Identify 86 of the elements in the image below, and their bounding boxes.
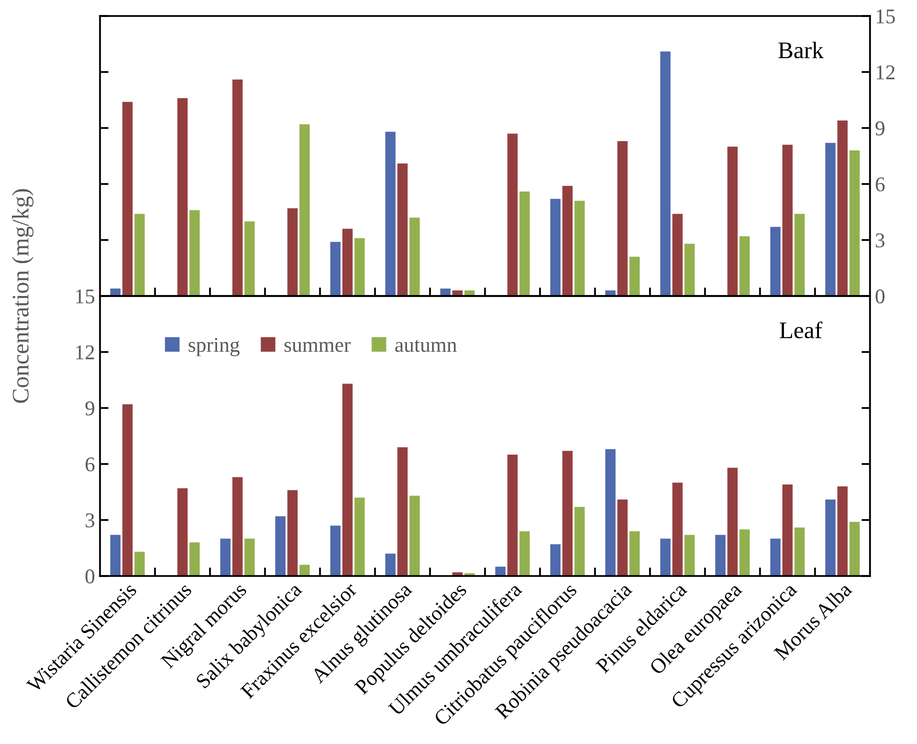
bar	[299, 124, 310, 296]
bar	[385, 554, 396, 576]
bar	[739, 236, 750, 296]
bar	[134, 552, 145, 576]
bar	[232, 79, 243, 296]
bar	[354, 238, 365, 296]
bar	[562, 450, 573, 576]
y-tick-label: 15	[876, 9, 895, 24]
y-tick-label: 12	[76, 345, 94, 360]
bar	[727, 468, 738, 576]
bar	[507, 134, 518, 296]
bar	[794, 527, 805, 576]
bar	[617, 499, 628, 576]
bar	[189, 210, 200, 296]
bar	[397, 447, 408, 576]
bar	[782, 484, 793, 576]
bar	[629, 531, 640, 576]
bar	[385, 132, 396, 296]
y-tick-label: 0	[876, 289, 884, 304]
bar	[287, 208, 298, 296]
bar	[739, 529, 750, 576]
bar	[409, 496, 420, 576]
bar	[727, 146, 738, 296]
bar	[354, 498, 365, 576]
y-tick-label: 9	[85, 401, 94, 416]
bar	[837, 486, 848, 576]
legend-label: summer	[284, 342, 351, 352]
bar	[189, 542, 200, 576]
bar	[849, 150, 860, 296]
y-axis-title: Concentration (mg/kg)	[12, 189, 34, 403]
bar	[672, 214, 683, 296]
bar	[770, 538, 781, 576]
y-tick-label: 0	[86, 569, 94, 584]
bar	[629, 256, 640, 296]
bar	[617, 141, 628, 296]
bar	[770, 226, 781, 296]
bar	[287, 490, 298, 576]
bar	[715, 534, 726, 576]
bar	[397, 163, 408, 296]
bar	[220, 538, 231, 576]
bar	[550, 198, 561, 296]
bar	[244, 221, 255, 296]
y-tick-label: 3	[86, 513, 94, 528]
bar	[342, 384, 353, 576]
legend-label: autumn	[395, 340, 457, 352]
bar	[122, 404, 133, 576]
bar	[837, 120, 848, 296]
bar	[507, 454, 518, 576]
y-tick-label: 3	[876, 233, 884, 248]
bar	[574, 200, 585, 296]
bar	[562, 186, 573, 296]
y-tick-label: 9	[876, 121, 884, 136]
bar	[794, 214, 805, 296]
bar	[849, 522, 860, 576]
bar	[825, 142, 836, 296]
y-tick-label: 6	[86, 457, 95, 472]
bar	[574, 506, 585, 576]
legend-label: spring	[188, 338, 240, 356]
bar	[177, 98, 188, 296]
bar	[244, 538, 255, 576]
y-tick-label: 12	[876, 65, 895, 80]
bar	[684, 244, 695, 296]
bar	[605, 449, 616, 576]
bar	[330, 242, 341, 296]
bar	[550, 544, 561, 576]
bar	[825, 499, 836, 576]
y-tick-label: 6	[876, 177, 885, 192]
y-tick-label: 15	[76, 289, 94, 304]
bar	[660, 538, 671, 576]
bar	[342, 228, 353, 296]
bar	[660, 51, 671, 296]
bar	[672, 482, 683, 576]
bar	[519, 531, 530, 576]
bar	[684, 534, 695, 576]
bar	[330, 526, 341, 576]
bar	[122, 102, 133, 296]
bar	[275, 516, 286, 576]
annotation: Leaf	[780, 321, 822, 338]
bar	[134, 214, 145, 296]
bar	[782, 144, 793, 296]
annotation: Bark	[778, 42, 824, 58]
bar	[177, 488, 188, 576]
bar	[519, 191, 530, 296]
bar	[232, 477, 243, 576]
bar	[409, 218, 420, 296]
bar	[110, 534, 121, 576]
